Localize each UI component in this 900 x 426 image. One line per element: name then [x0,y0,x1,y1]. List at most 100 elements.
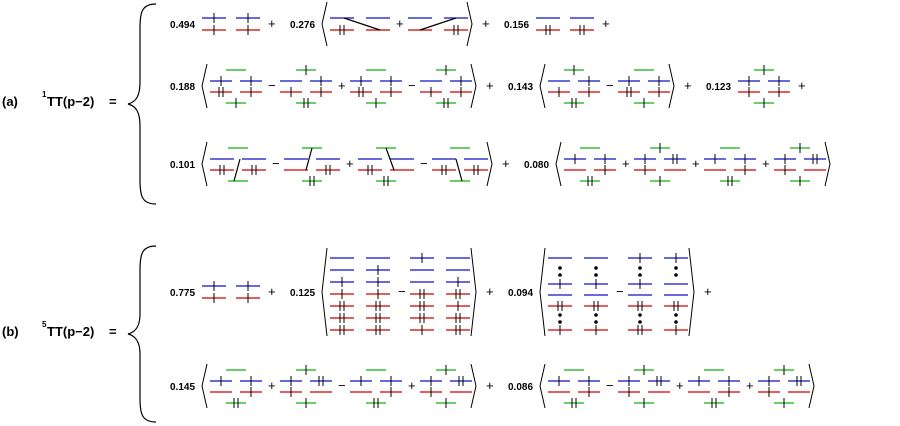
configuration [618,69,670,108]
configuration [548,65,600,108]
operator-sign: − [606,78,614,93]
expansion-group: 0.101 − + − + [170,141,510,187]
configuration [330,257,390,335]
configuration [688,369,740,408]
configuration [704,147,756,186]
excitation-line [305,147,313,171]
configuration [758,365,810,408]
coefficient: 0.101 [170,160,195,171]
operator-sign: + [338,78,346,93]
expansion-group: 0.145 + − + + [170,363,494,409]
configuration [410,253,470,335]
excitation-line [419,17,457,31]
coefficient: 0.775 [170,288,195,299]
operator-sign: + [622,156,630,171]
coefficient: 0.094 [508,288,533,299]
equation-state-name: TT(p−2) [47,94,94,109]
operator-sign: + [746,378,754,393]
expansion-group: 0.494 + [170,13,276,35]
right-angle-bracket [470,247,477,337]
coefficient: 0.188 [170,82,195,93]
configuration [202,281,260,303]
excitation-line [343,17,381,31]
configuration [350,369,402,408]
electron-dot [594,313,598,317]
coefficient: 0.086 [508,382,533,393]
configuration [548,257,608,335]
expansion-row: 0.775 +0.125 − +0.094 − + [170,247,712,337]
configuration [284,147,340,186]
equation-prefix: (b) [2,324,19,339]
singlet-equation: (a) 1 TT(p−2) = [2,3,157,205]
coefficient: 0.156 [504,20,529,31]
operator-sign: + [396,16,404,31]
operator-sign: − [338,378,346,393]
left-angle-bracket [539,247,546,337]
excitation-line [455,158,463,182]
equation-superscript: 1 [42,90,47,99]
operator-sign: − [420,156,428,171]
configuration [202,13,260,35]
configuration [432,147,488,182]
left-angle-bracket [321,247,328,337]
excitation-line [233,158,241,182]
configuration [548,369,600,408]
expansion-group: 0.125 − + [290,247,494,337]
left-brace [127,3,157,205]
operator-sign: − [606,378,614,393]
operator-sign: + [486,78,494,93]
configuration [358,147,414,186]
configuration [280,365,332,408]
equals-sign: = [109,324,117,339]
electron-dot [594,266,598,270]
electron-dot [674,273,678,277]
left-angle-bracket [539,363,546,409]
right-angle-bracket [486,141,493,187]
expansion-group: 0.188 − + − + [170,63,494,109]
operator-sign: − [268,78,276,93]
operator-sign: − [616,284,624,299]
coefficient: 0.125 [290,288,315,299]
right-angle-bracket [466,1,473,47]
electron-dot [674,320,678,324]
expansion-group: 0.143 − + [508,63,692,109]
configuration [420,65,472,108]
configuration [350,69,402,108]
expansion-group: 0.094 − + [508,247,712,337]
expansion-rows: 0.494 +0.276 + +0.156 +0.188 − + − +0.143 − +0.123… [170,1,831,409]
configuration [564,147,616,186]
right-angle-bracket [688,247,695,337]
electron-dot [594,320,598,324]
left-brace [127,245,157,423]
operator-sign: + [502,156,510,171]
operator-sign: + [704,284,712,299]
equation-state-name: TT(p−2) [47,324,94,339]
operator-sign: − [398,284,406,299]
operator-sign: − [272,156,280,171]
configuration [420,365,472,408]
configuration [628,253,688,335]
electron-dot [638,313,642,317]
electron-dot [558,266,562,270]
electron-dot [638,320,642,324]
operator-sign: + [486,284,494,299]
configuration [634,143,686,186]
electron-dot [674,313,678,317]
equation-prefix: (a) [2,94,18,109]
operator-sign: + [268,284,276,299]
electron-dot [638,273,642,277]
operator-sign: + [482,16,490,31]
configuration [536,17,594,35]
configuration [280,65,332,108]
expansion-row: 0.494 +0.276 + +0.156 + [170,1,610,47]
expansion-group: 0.123 + [706,65,806,108]
left-angle-bracket [201,363,208,409]
configuration [210,147,266,182]
equation-superscript: 5 [42,320,47,329]
expansion-row: 0.188 − + − +0.143 − + 0.123 + [170,63,806,109]
left-angle-bracket [201,63,208,109]
configuration [774,143,826,186]
right-angle-bracket [824,141,831,187]
expansion-row: 0.101 − + − +0.080 + + + [170,141,831,187]
